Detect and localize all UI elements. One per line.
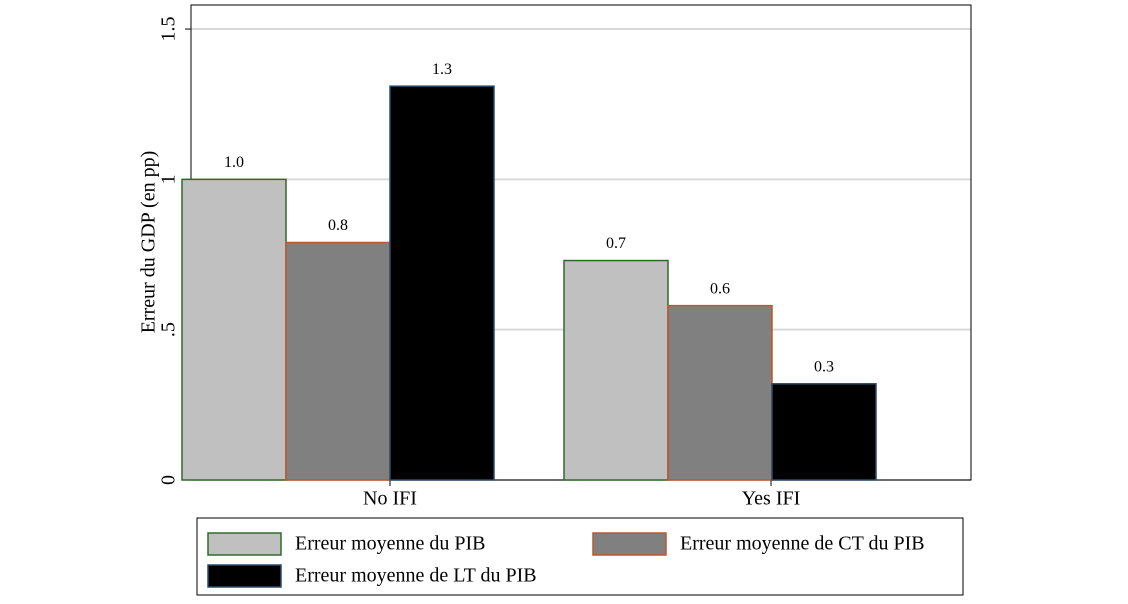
y-tick-label: .5 [158, 322, 180, 337]
y-tick-label: 1 [158, 174, 180, 184]
bar [285, 241, 391, 481]
legend-swatch [207, 564, 282, 588]
y-axis-label: Erreur du GDP (en pp) [138, 151, 160, 334]
legend-swatch [592, 532, 667, 556]
value-label: 0.8 [328, 217, 348, 234]
bar [389, 85, 495, 481]
legend-box [196, 517, 964, 596]
value-label: 0.6 [710, 280, 730, 297]
x-tick-label: Yes IFI [742, 488, 801, 510]
legend-label: Erreur moyenne du PIB [295, 533, 486, 555]
value-label: 1.3 [432, 61, 452, 78]
y-tick-label: 0 [158, 475, 180, 485]
bar [181, 178, 287, 481]
bar [563, 259, 669, 481]
legend-label: Erreur moyenne de LT du PIB [295, 565, 537, 587]
x-tick-label: No IFI [363, 488, 417, 510]
bar [771, 383, 877, 481]
value-label: 0.7 [606, 235, 626, 252]
legend-swatch [207, 532, 282, 556]
value-label: 0.3 [814, 358, 834, 375]
legend-label: Erreur moyenne de CT du PIB [680, 533, 925, 555]
value-label: 1.0 [224, 154, 244, 171]
y-tick-label: 1.5 [158, 17, 180, 42]
bar [667, 304, 773, 481]
